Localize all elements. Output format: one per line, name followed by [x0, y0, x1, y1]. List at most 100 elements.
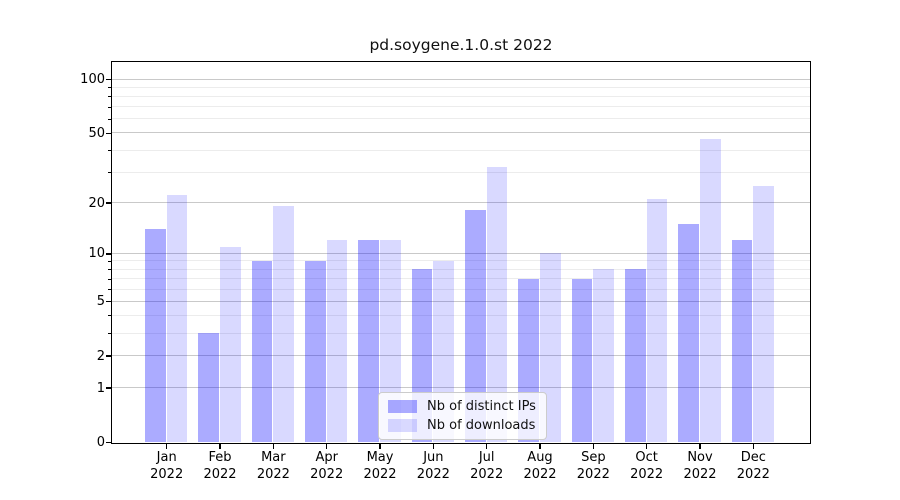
x-tick-mark	[592, 444, 594, 449]
x-tick-mark	[219, 444, 221, 449]
bar-nb-of-downloads-may-2022	[380, 240, 401, 442]
legend-label-downloads: Nb of downloads	[427, 418, 536, 433]
bar-nb-of-distinct-ips-jan-2022	[145, 229, 166, 442]
bar-nb-of-downloads-feb-2022	[220, 246, 241, 442]
bar-nb-of-distinct-ips-jul-2022	[464, 210, 486, 442]
y-tick-mark	[105, 78, 111, 81]
y-tick-mark	[105, 253, 111, 255]
bar-nb-of-downloads-mar-2022	[273, 206, 295, 442]
bar-nb-of-distinct-ips-dec-2022	[731, 240, 753, 442]
gridline-minor	[112, 288, 810, 290]
x-tick-mark	[752, 444, 754, 449]
y-tick-mark	[105, 387, 111, 389]
bar-nb-of-distinct-ips-nov-2022	[678, 224, 699, 442]
x-tick-label: Mar 2022	[256, 450, 290, 482]
y-minor-tick-mark	[108, 289, 111, 290]
y-minor-tick-mark	[108, 333, 111, 334]
bar-nb-of-distinct-ips-feb-2022	[198, 333, 219, 442]
x-tick-label: Apr 2022	[310, 450, 344, 482]
x-tick-mark	[272, 444, 274, 449]
gridline-major	[112, 202, 810, 204]
bar-nb-of-distinct-ips-oct-2022	[624, 269, 646, 442]
x-tick-label: Sep 2022	[576, 450, 610, 482]
gridline-major	[112, 252, 810, 254]
y-tick-mark	[105, 132, 111, 134]
y-tick-mark	[105, 202, 111, 204]
gridline-minor	[112, 314, 810, 316]
y-minor-tick-mark	[108, 96, 111, 98]
x-tick-label: Jul 2022	[470, 450, 504, 482]
x-tick-label: Feb 2022	[203, 450, 237, 482]
y-tick-label: 1	[96, 380, 105, 396]
y-tick-label: 20	[88, 195, 105, 211]
x-tick-mark	[646, 444, 648, 449]
bar-nb-of-downloads-apr-2022	[326, 240, 348, 442]
plot-inner	[112, 62, 810, 443]
x-tick-label: Oct 2022	[630, 450, 664, 482]
gridline-minor	[112, 278, 810, 279]
y-tick-label: 100	[80, 72, 105, 88]
x-tick-mark	[326, 444, 328, 449]
legend-swatch-downloads-icon	[388, 419, 417, 432]
x-tick-label: Aug 2022	[523, 450, 557, 482]
y-minor-tick-mark	[108, 278, 111, 280]
y-minor-tick-mark	[108, 260, 111, 262]
x-tick-mark	[486, 444, 488, 449]
gridline-major	[112, 355, 810, 357]
gridline-minor	[112, 332, 810, 334]
y-tick-mark	[105, 441, 111, 444]
x-tick-label: Jun 2022	[416, 450, 450, 482]
x-tick-label: Dec 2022	[736, 450, 770, 482]
x-tick-label: May 2022	[363, 450, 397, 482]
gridline-minor	[112, 86, 810, 88]
bar-nb-of-downloads-jul-2022	[486, 167, 508, 442]
gridline-major	[112, 132, 810, 134]
y-minor-tick-mark	[108, 87, 111, 89]
legend-label-distinct-ips: Nb of distinct IPs	[427, 399, 536, 414]
gridline-minor	[112, 95, 810, 97]
chart-title: pd.soygene.1.0.st 2022	[369, 36, 553, 54]
gridline-minor	[112, 149, 810, 151]
y-minor-tick-mark	[108, 150, 111, 152]
bar-nb-of-downloads-oct-2022	[646, 198, 668, 442]
gridline-minor	[112, 118, 810, 120]
x-tick-mark	[432, 444, 434, 449]
y-tick-mark	[105, 355, 111, 357]
gridline-minor	[112, 106, 810, 108]
gridline-major	[112, 387, 810, 388]
bar-nb-of-downloads-dec-2022	[753, 185, 775, 442]
x-tick-label: Jan 2022	[150, 450, 184, 482]
legend-item-distinct-ips: Nb of distinct IPs	[388, 399, 536, 414]
gridline-minor	[112, 171, 810, 173]
y-tick-label: 0	[96, 435, 105, 450]
gridline-minor	[112, 260, 810, 262]
x-tick-mark	[379, 444, 381, 449]
y-tick-label: 50	[88, 125, 105, 141]
y-tick-label: 10	[88, 246, 105, 262]
gridline-major	[112, 78, 810, 80]
bar-nb-of-distinct-ips-sep-2022	[571, 278, 593, 442]
bar-nb-of-distinct-ips-may-2022	[358, 240, 379, 442]
bar-nb-of-downloads-sep-2022	[593, 269, 615, 442]
bar-nb-of-distinct-ips-apr-2022	[304, 260, 326, 442]
y-minor-tick-mark	[108, 269, 111, 271]
legend: Nb of distinct IPs Nb of downloads	[378, 392, 547, 440]
y-tick-label: 5	[96, 294, 105, 310]
legend-swatch-distinct-ips-icon	[388, 400, 417, 413]
x-tick-mark	[539, 444, 541, 449]
x-tick-mark	[699, 444, 701, 449]
y-minor-tick-mark	[108, 172, 111, 173]
bar-nb-of-downloads-jan-2022	[166, 195, 188, 442]
y-minor-tick-mark	[108, 106, 111, 108]
y-minor-tick-mark	[108, 315, 111, 317]
gridline-minor	[112, 268, 810, 270]
gridline-major	[112, 300, 810, 302]
y-tick-mark	[105, 300, 111, 303]
bar-nb-of-distinct-ips-mar-2022	[251, 260, 273, 442]
y-minor-tick-mark	[108, 118, 111, 120]
legend-item-downloads: Nb of downloads	[388, 418, 536, 433]
x-tick-label: Nov 2022	[683, 450, 717, 482]
bar-nb-of-downloads-nov-2022	[700, 139, 721, 442]
y-tick-label: 2	[96, 348, 105, 364]
